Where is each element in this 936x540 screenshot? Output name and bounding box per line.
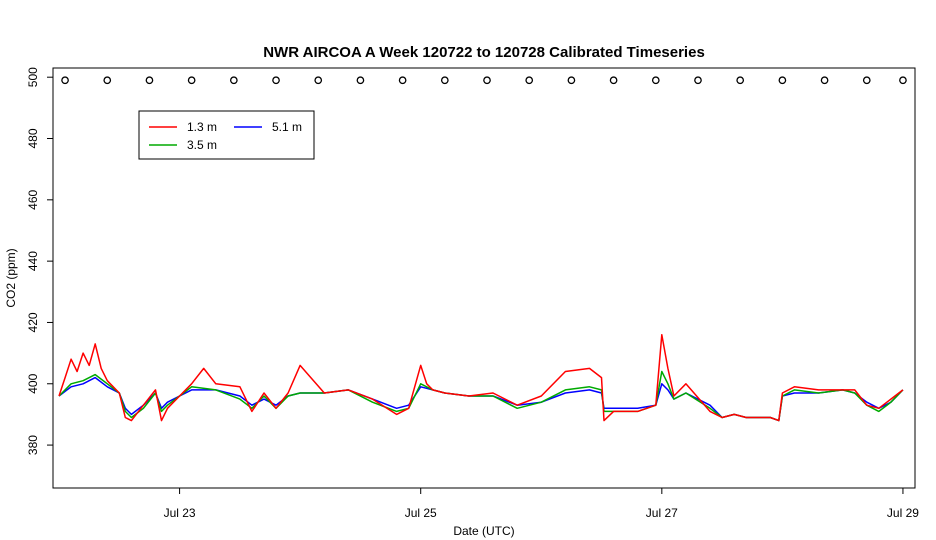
plot-frame bbox=[52, 67, 916, 489]
y-tick-label: 380 bbox=[26, 435, 40, 455]
x-tick-label: Jul 25 bbox=[405, 506, 437, 520]
chart-title: NWR AIRCOA A Week 120722 to 120728 Calib… bbox=[263, 44, 705, 61]
y-tick-label: 420 bbox=[26, 312, 40, 332]
legend-label: 5.1 m bbox=[272, 120, 302, 134]
calibration-point bbox=[483, 76, 491, 85]
calibration-point bbox=[103, 76, 112, 85]
series-line-1-3-m bbox=[58, 333, 904, 422]
y-tick-label: 500 bbox=[26, 67, 40, 87]
x-tick-label: Jul 27 bbox=[646, 506, 678, 520]
calibration-point bbox=[145, 76, 154, 85]
calibration-point bbox=[651, 76, 660, 85]
calibration-point bbox=[899, 76, 907, 85]
calibration-point bbox=[567, 76, 576, 85]
y-axis: 380 400 420 440 460 480 500 bbox=[26, 67, 53, 455]
calibration-point bbox=[61, 76, 69, 85]
y-tick-label: 460 bbox=[26, 189, 40, 209]
x-axis-label: Date (UTC) bbox=[453, 524, 514, 538]
calibration-point bbox=[356, 76, 365, 85]
legend-label: 3.5 m bbox=[187, 138, 217, 152]
calibration-point bbox=[694, 76, 702, 85]
calibration-point bbox=[736, 76, 745, 85]
calibration-point bbox=[862, 76, 871, 85]
x-tick-label: Jul 29 bbox=[887, 506, 919, 520]
calibration-point bbox=[272, 76, 280, 85]
calibration-points bbox=[61, 76, 907, 85]
y-tick-label: 480 bbox=[26, 128, 40, 148]
calibration-point bbox=[609, 76, 618, 85]
y-axis-label: CO2 (ppm) bbox=[4, 248, 18, 307]
calibration-point bbox=[229, 76, 238, 85]
legend-label: 1.3 m bbox=[187, 120, 217, 134]
series-lines bbox=[58, 333, 904, 422]
calibration-point bbox=[778, 76, 787, 85]
legend: 1.3 m 3.5 m 5.1 m bbox=[138, 110, 315, 160]
y-tick-label: 400 bbox=[26, 373, 40, 393]
x-tick-label: Jul 23 bbox=[164, 506, 196, 520]
calibration-point bbox=[187, 76, 196, 85]
y-tick-label: 440 bbox=[26, 251, 40, 271]
calibration-point bbox=[314, 76, 323, 85]
calibration-point bbox=[820, 76, 829, 85]
calibration-point bbox=[398, 76, 407, 85]
calibration-point bbox=[440, 76, 449, 85]
x-axis: Jul 23 Jul 25 Jul 27 Jul 29 bbox=[164, 488, 919, 520]
calibration-point bbox=[525, 76, 534, 85]
legend-box bbox=[138, 110, 315, 160]
